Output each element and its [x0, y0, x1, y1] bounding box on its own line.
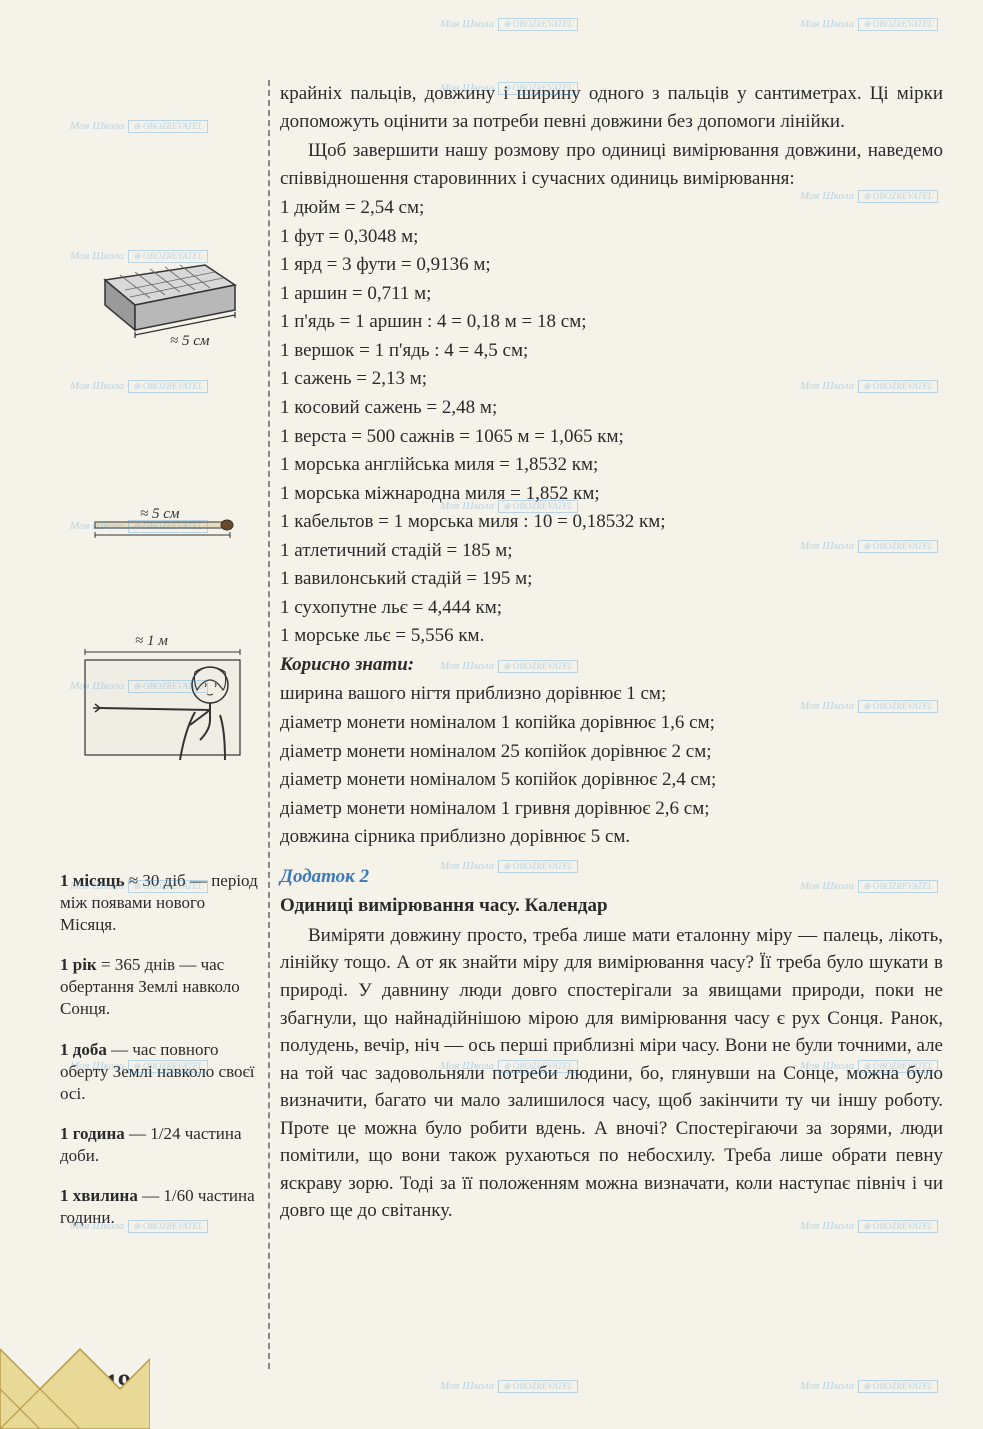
useful-fact: діаметр монети номіналом 5 копійок дорів… [280, 766, 943, 794]
arm-label: ≈ 1 м [135, 633, 168, 649]
useful-fact: діаметр монети номіналом 25 копійок дорі… [280, 738, 943, 766]
unit-line: 1 ярд = 3 фути = 0,9136 м; [280, 251, 943, 279]
unit-line: 1 аршин = 0,711 м; [280, 280, 943, 308]
unit-line: 1 верста = 500 сажнів = 1065 м = 1,065 к… [280, 423, 943, 451]
term: 1 місяць [60, 871, 125, 890]
unit-line: 1 сажень = 2,13 м; [280, 365, 943, 393]
term: 1 година [60, 1124, 125, 1143]
matchbox-label: ≈ 5 см [170, 333, 210, 349]
intro-p1: крайніх пальців, довжину і ширину одного… [280, 80, 943, 135]
useful-fact: ширина вашого нігтя приблизно дорівнює 1… [280, 680, 943, 708]
match-illustration: ≈ 5 см [60, 500, 260, 550]
useful-facts: ширина вашого нігтя приблизно дорівнює 1… [280, 680, 943, 850]
term: 1 хвилина [60, 1186, 138, 1205]
unit-line: 1 вершок = 1 п'ядь : 4 = 4,5 см; [280, 337, 943, 365]
unit-line: 1 атлетичний стадій = 185 м; [280, 537, 943, 565]
unit-line: 1 косовий сажень = 2,48 м; [280, 394, 943, 422]
term: 1 рік [60, 955, 97, 974]
corner-decoration [0, 1339, 150, 1429]
unit-line: 1 морська англійська миля = 1,8532 км; [280, 451, 943, 479]
arm-illustration: ≈ 1 м [60, 630, 260, 790]
appendix-label: Додаток 2 [280, 863, 943, 891]
right-column: крайніх пальців, довжину і ширину одного… [280, 80, 943, 1247]
term: 1 доба [60, 1040, 107, 1059]
unit-line: 1 дюйм = 2,54 см; [280, 194, 943, 222]
matchbox-illustration: ≈ 5 см [60, 220, 260, 360]
content-columns: ≈ 5 см ≈ 5 см ≈ 1 м [60, 80, 943, 1247]
useful-fact: діаметр монети номіналом 1 копійка дорів… [280, 709, 943, 737]
unit-line: 1 кабельтов = 1 морська миля : 10 = 0,18… [280, 508, 943, 536]
unit-line: 1 вавилонський стадій = 195 м; [280, 565, 943, 593]
match-svg: ≈ 5 см [75, 500, 245, 550]
unit-line: 1 сухопутне льє = 4,444 км; [280, 594, 943, 622]
side-note-minute: 1 хвилина — 1/60 частина години. [60, 1185, 260, 1229]
unit-line: 1 морське льє = 5,556 км. [280, 622, 943, 650]
section-title: Одиниці вимірювання часу. Календар [280, 892, 943, 920]
side-note-year: 1 рік = 365 днів — час обертання Землі н… [60, 954, 260, 1020]
vertical-divider [268, 80, 270, 1369]
left-column: ≈ 5 см ≈ 5 см ≈ 1 м [60, 80, 260, 1247]
time-text: Виміряти довжину просто, треба лише мати… [280, 922, 943, 1225]
useful-fact: довжина сірника приблизно дорівнює 5 см. [280, 823, 943, 851]
units-list: 1 дюйм = 2,54 см;1 фут = 0,3048 м;1 ярд … [280, 194, 943, 650]
side-note-hour: 1 година — 1/24 частина доби. [60, 1123, 260, 1167]
match-label: ≈ 5 см [140, 506, 180, 522]
unit-line: 1 морська міжнародна миля = 1,852 км; [280, 480, 943, 508]
page: ≈ 5 см ≈ 5 см ≈ 1 м [0, 0, 983, 1429]
matchbox-svg: ≈ 5 см [75, 220, 245, 360]
intro-p2: Щоб завершити нашу розмову про одиниці в… [280, 137, 943, 192]
useful-title: Корисно знати: [280, 654, 414, 675]
useful-fact: діаметр монети номіналом 1 гривня дорівн… [280, 795, 943, 823]
side-note-day: 1 доба — час повного оберту Землі навкол… [60, 1039, 260, 1105]
unit-line: 1 фут = 0,3048 м; [280, 223, 943, 251]
arm-svg: ≈ 1 м [65, 630, 255, 790]
side-note-month: 1 місяць ≈ 30 діб — період між появами н… [60, 870, 260, 936]
unit-line: 1 п'ядь = 1 аршин : 4 = 0,18 м = 18 см; [280, 308, 943, 336]
